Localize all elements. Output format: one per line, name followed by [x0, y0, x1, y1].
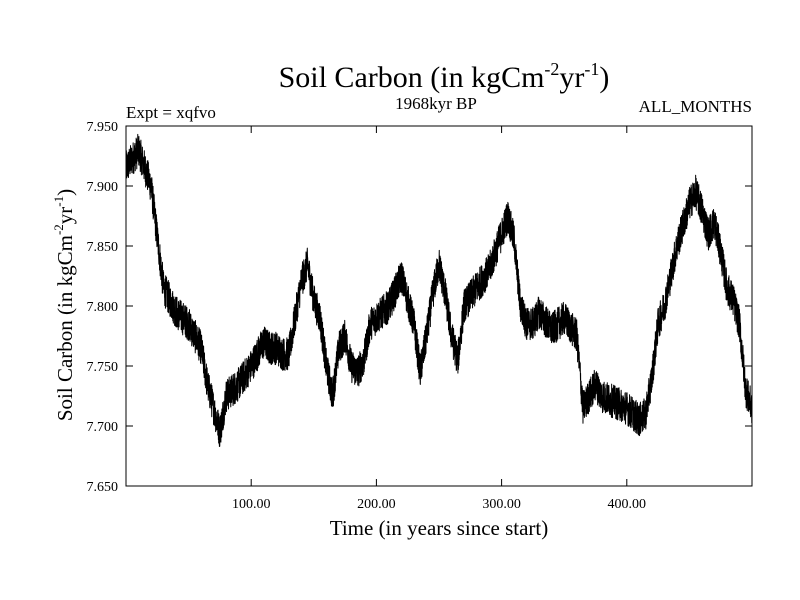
y-axis-title-sup2: -1: [51, 196, 66, 207]
y-tick-label: 7.950: [87, 120, 119, 135]
chart-title-end: ): [599, 61, 609, 94]
y-tick-label: 7.850: [87, 240, 119, 255]
x-tick-label: 300.00: [482, 497, 521, 512]
x-tick-label: 100.00: [232, 497, 271, 512]
y-axis: 7.650 7.700 7.750 7.800 7.850 7.900 7.950: [87, 120, 752, 495]
chart-title-sup1: -2: [544, 59, 559, 79]
chart-title-mid: yr: [559, 61, 584, 94]
y-tick-label: 7.750: [87, 360, 119, 375]
x-axis: 100.00 200.00 300.00 400.00: [232, 126, 646, 512]
period-label: 1968kyr BP: [395, 94, 477, 113]
chart-title: Soil Carbon (in kgCm-2yr-1): [279, 59, 610, 94]
months-label: ALL_MONTHS: [639, 97, 752, 116]
x-tick-label: 200.00: [357, 497, 396, 512]
y-tick-label: 7.800: [87, 300, 119, 315]
series-layer: [125, 133, 753, 447]
y-tick-label: 7.900: [87, 180, 119, 195]
y-axis-title-sup1: -2: [51, 224, 66, 235]
y-axis-title-mid: yr: [53, 207, 77, 225]
y-axis-title: Soil Carbon (in kgCm-2yr-1): [51, 189, 77, 421]
chart-title-sup2: -1: [584, 59, 599, 79]
chart-title-main: Soil Carbon (in kgCm: [279, 61, 545, 94]
y-tick-label: 7.650: [87, 480, 119, 495]
x-axis-title: Time (in years since start): [330, 516, 549, 540]
experiment-label: Expt = xqfvo: [126, 103, 216, 122]
series-line-soil-carbon: [125, 133, 753, 447]
x-tick-label: 400.00: [608, 497, 647, 512]
y-axis-title-main: Soil Carbon (in kgCm: [53, 235, 77, 421]
y-tick-label: 7.700: [87, 420, 119, 435]
y-axis-title-end: ): [53, 189, 77, 196]
